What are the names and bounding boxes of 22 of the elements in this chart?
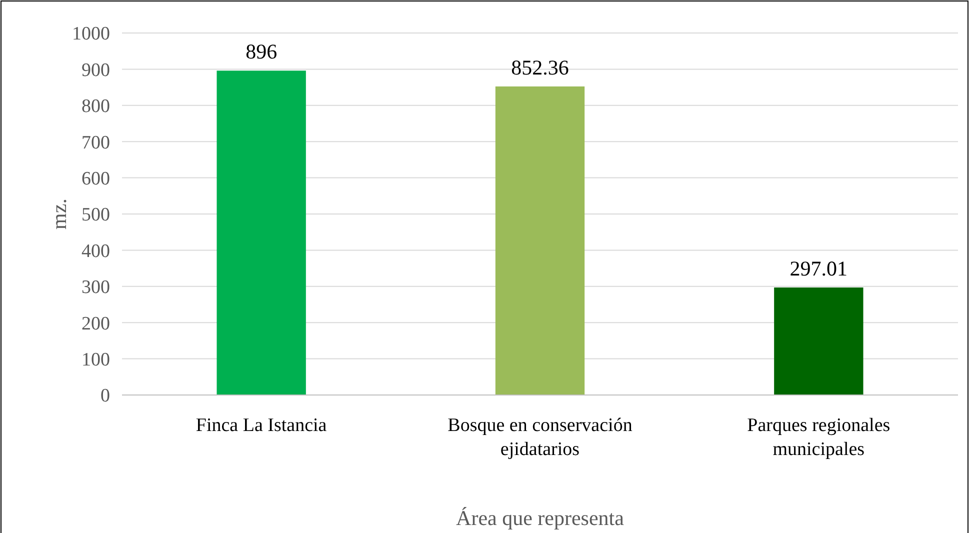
y-tick-label: 500: [82, 204, 110, 226]
y-tick-label: 0: [100, 386, 110, 407]
y-tick-label: 100: [82, 349, 110, 370]
x-tick-label: Parques regionales municipales: [747, 415, 890, 460]
y-tick-label: 600: [82, 168, 110, 190]
x-tick-label: Finca La Istancia: [196, 415, 328, 436]
y-tick-label: 900: [82, 60, 110, 81]
y-tick-label: 200: [82, 313, 110, 334]
bar: [774, 287, 864, 395]
y-tick-label: 700: [82, 132, 110, 154]
x-axis-title: Área que representa: [456, 506, 625, 530]
y-axis-title: mz.: [47, 198, 71, 230]
y-tick-label: 800: [82, 96, 110, 118]
bar: [495, 86, 585, 395]
y-tick-label: 400: [82, 240, 110, 262]
data-label: 852.36: [511, 55, 569, 80]
data-label: 896: [246, 40, 278, 64]
y-tick-label: 300: [82, 277, 110, 298]
x-tick-label: Bosque en conservación ejidatarios: [448, 415, 633, 460]
data-label: 297.01: [790, 256, 848, 280]
bar: [216, 70, 306, 395]
y-tick-label: 1000: [72, 24, 110, 45]
